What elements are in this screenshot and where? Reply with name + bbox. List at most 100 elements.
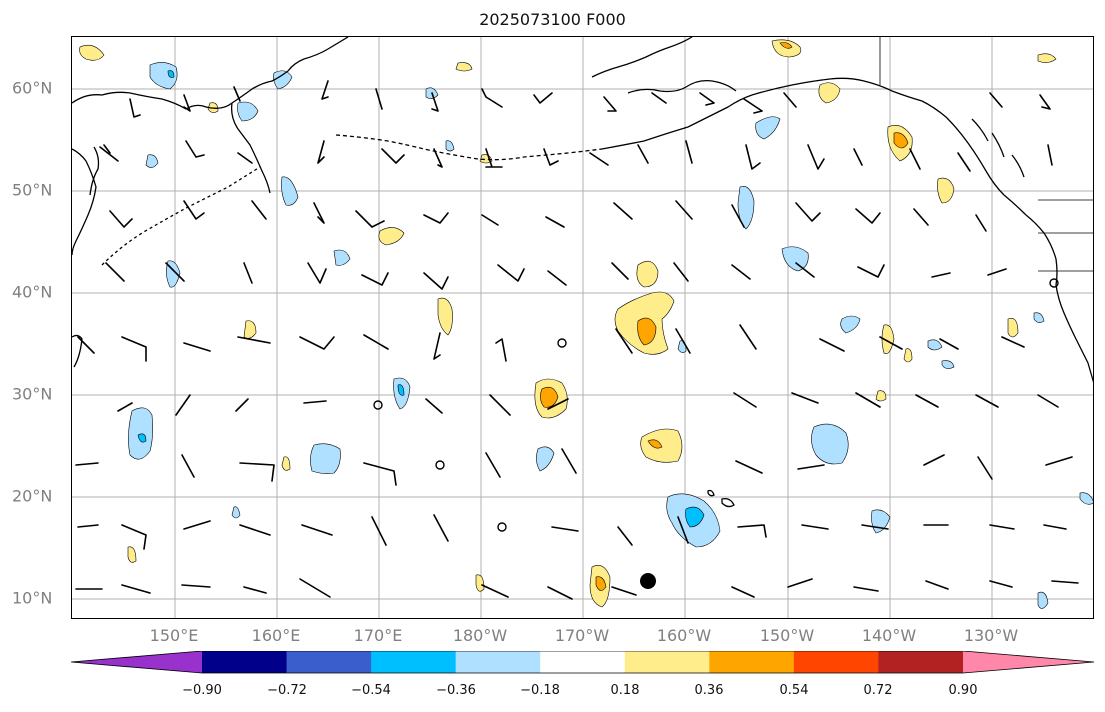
wind-barb <box>183 200 205 220</box>
wind-barb <box>433 514 449 542</box>
anomaly-pos <box>1007 318 1019 338</box>
map-plot-area[interactable] <box>71 36 1094 619</box>
map-title: 2025073100 F000 <box>479 10 626 29</box>
wind-barb <box>77 336 95 354</box>
colorbar-tick-label: 0.54 <box>779 683 809 698</box>
colorbar-segment <box>793 651 879 673</box>
anomaly-pos <box>127 546 137 563</box>
wind-barb <box>121 524 147 550</box>
colorbar-segment <box>709 651 795 673</box>
wind-barb <box>795 202 821 222</box>
coastline-bristol <box>627 79 737 94</box>
wind-barb <box>615 328 633 354</box>
wind-barb <box>433 148 443 168</box>
colorbar <box>71 651 1094 674</box>
wind-barb <box>239 462 275 482</box>
wind-barb <box>121 336 147 362</box>
wind-barb <box>181 454 195 478</box>
colorbar-tick-label: 0.90 <box>948 683 978 698</box>
wind-barb <box>545 216 565 228</box>
wind-barb <box>185 140 205 158</box>
lon-label-150w: 150°W <box>759 626 815 645</box>
wind-barb <box>543 148 559 166</box>
wind-barb <box>235 398 249 412</box>
anomaly-pos <box>647 439 663 449</box>
anomaly-pos <box>937 177 955 204</box>
wind-barb <box>797 464 825 470</box>
wind-barb <box>239 524 271 536</box>
anomaly-neg <box>273 70 293 90</box>
lon-label-140w: 140°W <box>861 626 917 645</box>
border-us-states <box>1038 232 1093 272</box>
wind-barb <box>795 262 815 278</box>
wind-barb <box>433 332 441 360</box>
lat-label-20: 20°N <box>12 486 53 506</box>
graticule <box>72 37 1093 618</box>
wind-barb <box>915 394 939 408</box>
calm-wind-circles <box>373 278 1059 532</box>
anomaly-pos <box>893 132 909 149</box>
wind-barb <box>651 92 667 104</box>
wind-barb <box>183 94 191 112</box>
wind-barb <box>611 262 629 280</box>
wind-barb <box>561 448 577 474</box>
wind-barb <box>819 338 845 352</box>
political-boundaries <box>879 37 1093 272</box>
wind-barb <box>989 580 1013 588</box>
wind-barb <box>481 88 503 108</box>
anomaly-pos <box>540 386 559 408</box>
anomaly-pos <box>637 317 657 346</box>
anomaly-pos <box>595 576 607 591</box>
wind-barb <box>237 336 271 344</box>
calm-circle <box>1049 278 1059 288</box>
anomaly-neg <box>231 506 241 519</box>
wind-barb <box>675 328 691 354</box>
anomaly-neg <box>310 443 341 474</box>
coastline-hokkaido <box>72 148 97 256</box>
wind-barb <box>613 202 633 220</box>
anomaly-pos <box>79 44 105 61</box>
coastline-honshu <box>72 334 83 368</box>
coastline-kamchatka-east <box>230 102 271 194</box>
anomaly-neg <box>1079 492 1093 505</box>
wind-barb <box>987 268 1007 276</box>
wind-barb <box>307 262 327 284</box>
wind-barb <box>181 584 211 588</box>
wind-barb <box>699 92 715 106</box>
wind-barb <box>801 524 829 530</box>
wind-barb <box>975 214 987 232</box>
anomaly-neg <box>737 186 755 230</box>
anomaly-neg <box>811 423 849 465</box>
coastlines <box>72 37 1093 508</box>
colorbar-extend-min <box>71 651 202 673</box>
wind-barb <box>485 148 503 168</box>
wind-barb <box>183 342 211 352</box>
anomaly-pos <box>779 42 793 49</box>
wind-barb <box>939 338 959 350</box>
lat-label-50: 50°N <box>12 180 53 200</box>
anomaly-neg <box>840 315 861 334</box>
colorbar-segment <box>455 651 541 673</box>
wind-barb <box>129 98 141 118</box>
wind-barb <box>313 202 325 224</box>
wind-barb <box>989 92 1003 108</box>
wind-barb <box>731 586 755 598</box>
wind-barb <box>117 402 133 412</box>
wind-barb <box>175 394 191 416</box>
anomaly-neg <box>1033 312 1045 323</box>
wind-barb <box>739 324 757 350</box>
wind-barb <box>853 586 879 592</box>
wind-barb <box>989 524 1015 530</box>
wind-barb <box>77 524 99 528</box>
wind-barb <box>1037 394 1059 408</box>
anomaly-neg <box>145 154 159 168</box>
wind-barb <box>121 584 151 594</box>
wind-barb <box>1043 524 1067 530</box>
lon-label-160e: 160°E <box>251 626 301 645</box>
wind-barb <box>589 152 609 166</box>
lat-label-60: 60°N <box>12 78 53 98</box>
wind-barb <box>495 338 507 362</box>
wind-barb <box>317 140 325 164</box>
lon-label-170w: 170°W <box>554 626 610 645</box>
lat-label-40: 40°N <box>12 282 53 302</box>
